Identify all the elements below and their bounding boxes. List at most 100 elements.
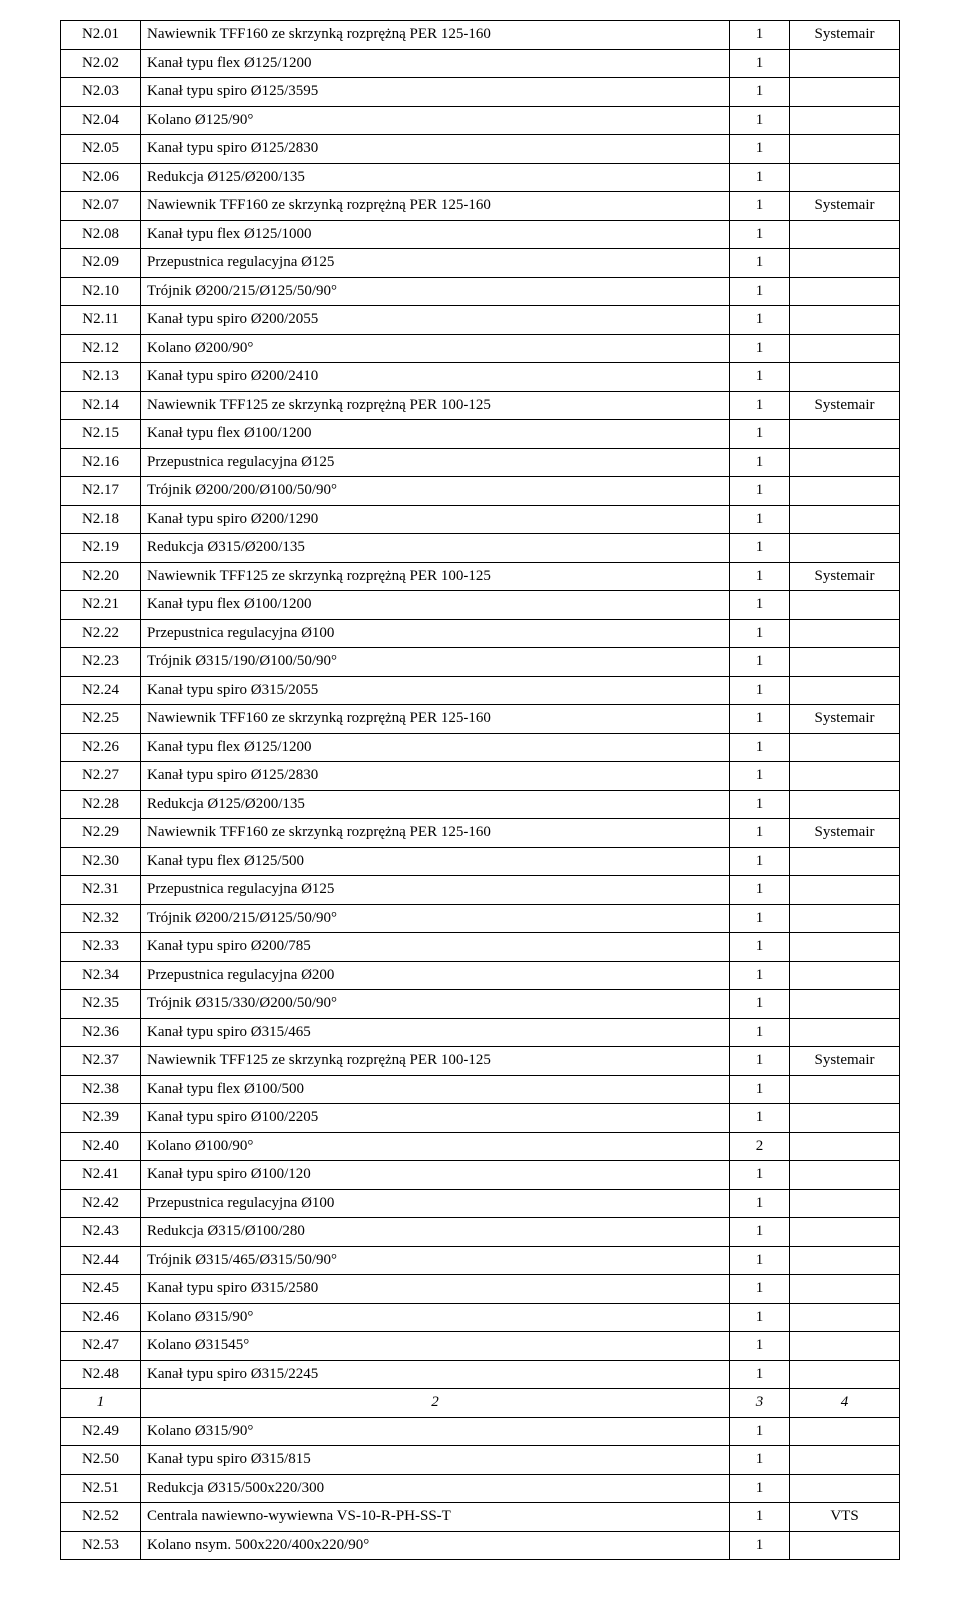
cell-manufacturer — [790, 1531, 900, 1560]
cell-description: Przepustnica regulacyjna Ø125 — [141, 876, 730, 905]
cell-id: N2.05 — [61, 135, 141, 164]
cell-manufacturer — [790, 1360, 900, 1389]
cell-id: N2.22 — [61, 619, 141, 648]
cell-description: Nawiewnik TFF160 ze skrzynką rozprężną P… — [141, 819, 730, 848]
cell-manufacturer — [790, 1275, 900, 1304]
cell-manufacturer — [790, 648, 900, 677]
cell-description: Przepustnica regulacyjna Ø125 — [141, 448, 730, 477]
cell-description: Kolano nsym. 500x220/400x220/90° — [141, 1531, 730, 1560]
table-row: N2.12Kolano Ø200/90°1 — [61, 334, 900, 363]
cell-id: N2.26 — [61, 733, 141, 762]
cell-manufacturer — [790, 961, 900, 990]
cell-manufacturer — [790, 676, 900, 705]
cell-qty: 1 — [730, 904, 790, 933]
cell-manufacturer — [790, 1332, 900, 1361]
cell-description: Trójnik Ø200/215/Ø125/50/90° — [141, 904, 730, 933]
table-row: N2.22Przepustnica regulacyjna Ø1001 — [61, 619, 900, 648]
table-row: N2.28Redukcja Ø125/Ø200/1351 — [61, 790, 900, 819]
cell-qty: 1 — [730, 1332, 790, 1361]
table-row: N2.38Kanał typu flex Ø100/5001 — [61, 1075, 900, 1104]
cell-manufacturer — [790, 790, 900, 819]
document-page: N2.01Nawiewnik TFF160 ze skrzynką rozprę… — [0, 0, 960, 1600]
cell-qty: 1 — [730, 1189, 790, 1218]
table-header-row: 1234 — [61, 1389, 900, 1418]
cell-manufacturer — [790, 762, 900, 791]
cell-manufacturer — [790, 876, 900, 905]
table-row: N2.14Nawiewnik TFF125 ze skrzynką rozprę… — [61, 391, 900, 420]
table-row: N2.31Przepustnica regulacyjna Ø1251 — [61, 876, 900, 905]
cell-description: Kanał typu spiro Ø125/2830 — [141, 762, 730, 791]
table-row: N2.24Kanał typu spiro Ø315/20551 — [61, 676, 900, 705]
cell-description: Kanał typu flex Ø125/1200 — [141, 733, 730, 762]
cell-qty: 1 — [730, 192, 790, 221]
table-row: N2.26Kanał typu flex Ø125/12001 — [61, 733, 900, 762]
cell-description: Kanał typu spiro Ø100/120 — [141, 1161, 730, 1190]
cell-id: N2.31 — [61, 876, 141, 905]
cell-manufacturer: Systemair — [790, 562, 900, 591]
spec-table: N2.01Nawiewnik TFF160 ze skrzynką rozprę… — [60, 20, 900, 1560]
table-row: N2.19Redukcja Ø315/Ø200/1351 — [61, 534, 900, 563]
cell-manufacturer — [790, 106, 900, 135]
cell-manufacturer: Systemair — [790, 21, 900, 50]
cell-qty: 1 — [730, 1161, 790, 1190]
cell-qty: 1 — [730, 477, 790, 506]
cell-id: N2.50 — [61, 1446, 141, 1475]
cell-description: Kanał typu flex Ø100/1200 — [141, 591, 730, 620]
cell-id: N2.17 — [61, 477, 141, 506]
cell-manufacturer — [790, 78, 900, 107]
table-row: N2.40Kolano Ø100/90°2 — [61, 1132, 900, 1161]
cell-id: N2.35 — [61, 990, 141, 1019]
cell-id: N2.06 — [61, 163, 141, 192]
cell-qty: 1 — [730, 1218, 790, 1247]
cell-manufacturer — [790, 363, 900, 392]
table-row: N2.02Kanał typu flex Ø125/12001 — [61, 49, 900, 78]
cell-description: Przepustnica regulacyjna Ø100 — [141, 1189, 730, 1218]
cell-id: N2.03 — [61, 78, 141, 107]
cell-id: N2.12 — [61, 334, 141, 363]
cell-id: N2.37 — [61, 1047, 141, 1076]
cell-description: Kanał typu flex Ø125/1000 — [141, 220, 730, 249]
cell-id: N2.14 — [61, 391, 141, 420]
table-row: N2.37Nawiewnik TFF125 ze skrzynką rozprę… — [61, 1047, 900, 1076]
cell-qty: 1 — [730, 847, 790, 876]
cell-id: N2.48 — [61, 1360, 141, 1389]
cell-qty: 1 — [730, 1531, 790, 1560]
cell-description: Trójnik Ø200/215/Ø125/50/90° — [141, 277, 730, 306]
cell-manufacturer — [790, 1446, 900, 1475]
table-row: N2.48Kanał typu spiro Ø315/22451 — [61, 1360, 900, 1389]
cell-description: Nawiewnik TFF160 ze skrzynką rozprężną P… — [141, 192, 730, 221]
cell-qty: 1 — [730, 733, 790, 762]
cell-description: Kolano Ø315/90° — [141, 1303, 730, 1332]
cell-description: Kanał typu spiro Ø125/3595 — [141, 78, 730, 107]
cell-qty: 1 — [730, 49, 790, 78]
cell-description: Przepustnica regulacyjna Ø200 — [141, 961, 730, 990]
cell-qty: 1 — [730, 1474, 790, 1503]
cell-id: N2.41 — [61, 1161, 141, 1190]
cell-manufacturer — [790, 1189, 900, 1218]
header-cell: 2 — [141, 1389, 730, 1418]
cell-id: N2.23 — [61, 648, 141, 677]
cell-description: Kanał typu spiro Ø315/2580 — [141, 1275, 730, 1304]
cell-id: N2.53 — [61, 1531, 141, 1560]
table-row: N2.13Kanał typu spiro Ø200/24101 — [61, 363, 900, 392]
table-row: N2.47Kolano Ø31545°1 — [61, 1332, 900, 1361]
cell-manufacturer — [790, 1132, 900, 1161]
cell-description: Kanał typu flex Ø100/500 — [141, 1075, 730, 1104]
cell-description: Kanał typu flex Ø100/1200 — [141, 420, 730, 449]
cell-qty: 1 — [730, 420, 790, 449]
cell-manufacturer — [790, 990, 900, 1019]
cell-qty: 1 — [730, 562, 790, 591]
table-row: N2.16Przepustnica regulacyjna Ø1251 — [61, 448, 900, 477]
cell-description: Redukcja Ø315/Ø100/280 — [141, 1218, 730, 1247]
cell-id: N2.19 — [61, 534, 141, 563]
cell-description: Kanał typu flex Ø125/500 — [141, 847, 730, 876]
cell-qty: 1 — [730, 1275, 790, 1304]
table-row: N2.45Kanał typu spiro Ø315/25801 — [61, 1275, 900, 1304]
table-row: N2.10Trójnik Ø200/215/Ø125/50/90°1 — [61, 277, 900, 306]
cell-id: N2.18 — [61, 505, 141, 534]
cell-id: N2.49 — [61, 1417, 141, 1446]
table-row: N2.01Nawiewnik TFF160 ze skrzynką rozprę… — [61, 21, 900, 50]
cell-id: N2.15 — [61, 420, 141, 449]
cell-qty: 2 — [730, 1132, 790, 1161]
cell-description: Kanał typu spiro Ø315/815 — [141, 1446, 730, 1475]
